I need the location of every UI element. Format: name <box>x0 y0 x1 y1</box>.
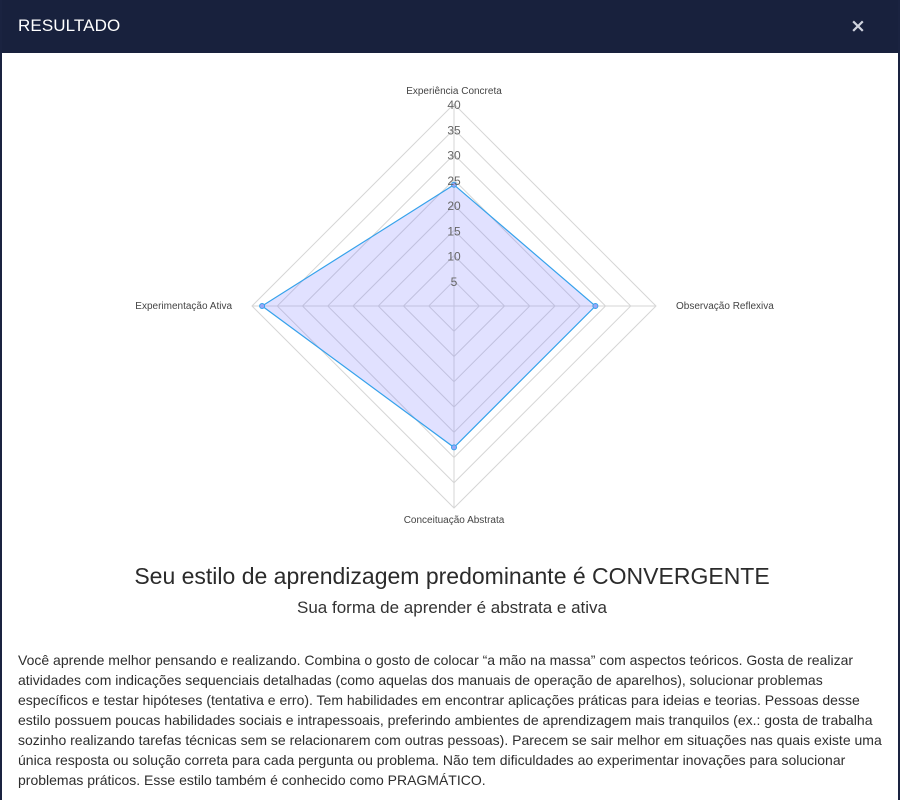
tick-label: 20 <box>447 199 461 213</box>
series-point <box>451 444 457 451</box>
result-description: Você aprende melhor pensando e realizand… <box>18 652 882 788</box>
series-point <box>451 181 457 188</box>
series-point <box>259 303 266 309</box>
radar-chart: 5 10 15 20 25 30 35 40 Experiência Concreta Obser… <box>2 53 898 540</box>
tick-label: 35 <box>447 123 461 137</box>
axis-label: Experimentação Ativa <box>135 301 232 312</box>
axis-label: Experiência Concreta <box>406 86 502 97</box>
modal-header: RESULTADO × <box>2 0 898 53</box>
tick-label: 10 <box>447 250 461 264</box>
tick-label: 30 <box>447 149 461 163</box>
axis-label: Conceituação Abstrata <box>404 515 505 526</box>
result-subheadline: Sua forma de aprender é abstrata e ativa <box>297 598 607 617</box>
tick-label: 5 <box>451 275 458 289</box>
series-point <box>592 303 599 309</box>
series-area <box>261 184 597 449</box>
modal-title: RESULTADO <box>18 16 121 35</box>
axis-label: Observação Reflexiva <box>676 301 774 312</box>
tick-label: 15 <box>447 224 461 238</box>
result-headline: Seu estilo de aprendizagem predominante … <box>134 563 770 589</box>
tick-label: 25 <box>447 174 461 188</box>
close-icon[interactable]: × <box>850 15 866 37</box>
tick-label: 40 <box>447 98 461 112</box>
